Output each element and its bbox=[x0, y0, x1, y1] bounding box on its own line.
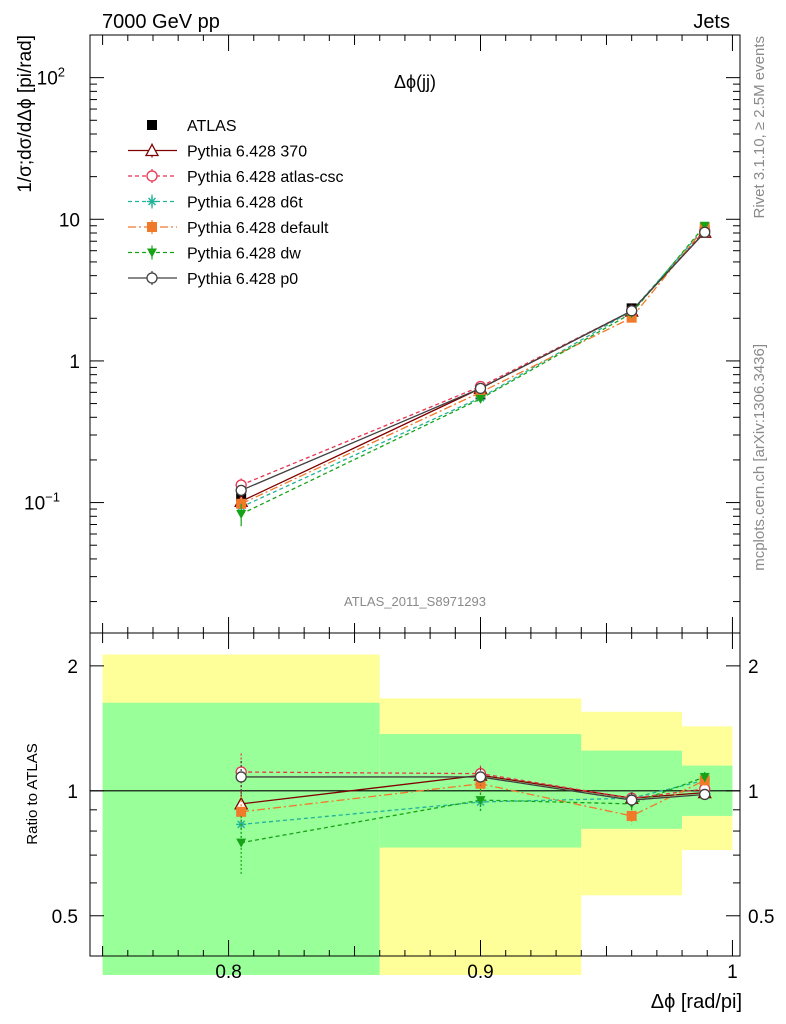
ratio-point bbox=[235, 771, 247, 783]
ratio-point bbox=[626, 810, 637, 821]
series-line bbox=[240, 231, 706, 491]
series-1 bbox=[234, 224, 712, 508]
x-tick-label: 0.9 bbox=[467, 962, 493, 983]
series-6 bbox=[235, 226, 711, 496]
ratio-y-tick-label: 0.5 bbox=[52, 907, 78, 928]
data-point bbox=[475, 394, 486, 404]
data-point bbox=[699, 221, 710, 231]
series-2 bbox=[235, 225, 711, 493]
legend-item: Pythia 6.428 default bbox=[128, 220, 329, 237]
legend-marker bbox=[147, 196, 157, 207]
ratio-point bbox=[699, 788, 711, 801]
series-line bbox=[240, 227, 706, 508]
data-point bbox=[699, 226, 711, 238]
ratio-y-tick-label: 1 bbox=[67, 782, 78, 803]
legend-item: Pythia 6.428 p0 bbox=[128, 271, 298, 288]
legend-label: Pythia 6.428 d6t bbox=[187, 195, 303, 212]
y-tick-label: 10 bbox=[59, 210, 80, 231]
legend-marker bbox=[147, 120, 157, 130]
ratio-point bbox=[236, 838, 247, 848]
mcplots-label: mcplots.cern.ch [arXiv:1306.3436] bbox=[751, 344, 768, 571]
star-stroke bbox=[148, 197, 156, 206]
ratio-y-tick-label-right: 2 bbox=[748, 657, 759, 678]
legend-label: Pythia 6.428 default bbox=[187, 220, 329, 237]
main-axis-ticks: 10−1 1 10 102 bbox=[24, 34, 740, 633]
energy-label: 7000 GeV pp bbox=[102, 11, 220, 33]
y-tick-exponent: 2 bbox=[58, 65, 65, 80]
main-plot-data bbox=[234, 221, 712, 527]
ratio-point bbox=[626, 794, 638, 806]
legend-label: Pythia 6.428 p0 bbox=[187, 271, 298, 288]
ratio-point bbox=[475, 778, 486, 789]
main-y-axis-label: 1/σ;dσ/dΔϕ [pi/rad] bbox=[15, 35, 36, 193]
ratio-y-tick-label-right: 1 bbox=[748, 782, 759, 803]
process-label: Jets bbox=[693, 11, 730, 33]
legend-marker bbox=[147, 248, 157, 258]
legend-label: Pythia 6.428 atlas-csc bbox=[187, 169, 344, 186]
legend-item: Pythia 6.428 d6t bbox=[128, 194, 303, 212]
series-line bbox=[240, 225, 706, 515]
x-tick-label: 0.8 bbox=[215, 962, 241, 983]
series-4 bbox=[236, 222, 710, 511]
ratio-line bbox=[241, 776, 705, 801]
ratio-line bbox=[241, 779, 706, 817]
data-point bbox=[474, 382, 487, 395]
main-plot-title: Δϕ(jj) bbox=[394, 72, 436, 92]
series-line bbox=[240, 227, 706, 505]
ratio-y-tick-label-right: 0.5 bbox=[748, 907, 774, 928]
y-tick-label: 10−1 bbox=[24, 490, 60, 515]
legend-label: ATLAS bbox=[187, 118, 237, 135]
ratio-line bbox=[241, 776, 705, 844]
data-point bbox=[235, 484, 247, 496]
analysis-watermark: ATLAS_2011_S8971293 bbox=[344, 594, 486, 609]
legend-marker bbox=[147, 222, 157, 232]
ratio-plot: 0.5 0.5 1 1 2 2 0.8 0.9 1 Ratio to ATLAS Δϕ [rad… bbox=[24, 632, 774, 1013]
legend-item: ATLAS bbox=[147, 118, 237, 135]
legend-item: Pythia 6.428 dw bbox=[128, 245, 301, 263]
x-axis-label: Δϕ [rad/pi] bbox=[651, 991, 742, 1013]
ratio-y-axis-label: Ratio to ATLAS bbox=[24, 743, 41, 844]
legend-item: Pythia 6.428 370 bbox=[128, 143, 307, 161]
ratio-line bbox=[241, 774, 705, 805]
ratio-point bbox=[474, 771, 487, 783]
y-tick-label: 1 bbox=[69, 352, 80, 373]
y-tick-exponent: −1 bbox=[45, 490, 60, 505]
main-plot: 10−1 1 10 102 Δϕ(jj) 1/σ;dσ/dΔϕ [pi/rad] AT… bbox=[15, 34, 741, 634]
data-point bbox=[626, 305, 638, 317]
ratio-point bbox=[236, 806, 247, 817]
legend-marker bbox=[144, 143, 160, 157]
data-point bbox=[236, 510, 247, 520]
series-5 bbox=[236, 221, 710, 527]
ratio-line bbox=[241, 771, 705, 799]
rivet-version-label: Rivet 3.1.10, ≥ 2.5M events bbox=[751, 36, 768, 219]
series-line bbox=[240, 230, 706, 486]
ratio-point bbox=[699, 772, 710, 782]
legend-label: Pythia 6.428 dw bbox=[187, 246, 301, 263]
ratio-series-5 bbox=[235, 760, 711, 808]
ratio-point bbox=[475, 796, 486, 806]
legend-marker bbox=[146, 170, 158, 182]
ratio-axis-ticks: 0.5 0.5 1 1 2 2 0.8 0.9 1 bbox=[52, 633, 774, 983]
y-tick-label: 102 bbox=[37, 65, 65, 90]
legend: ATLAS Pythia 6.428 370 Pythia 6.428 atlas-… bbox=[128, 118, 344, 288]
legend-label: Pythia 6.428 370 bbox=[187, 144, 307, 161]
ratio-plot-frame bbox=[89, 632, 741, 957]
ratio-plot-data bbox=[90, 654, 740, 975]
x-tick-label: 1 bbox=[727, 962, 738, 983]
legend-marker bbox=[146, 272, 158, 284]
ratio-y-tick-label: 2 bbox=[67, 657, 78, 678]
legend-item: Pythia 6.428 atlas-csc bbox=[128, 169, 344, 186]
ratio-line bbox=[241, 779, 705, 826]
